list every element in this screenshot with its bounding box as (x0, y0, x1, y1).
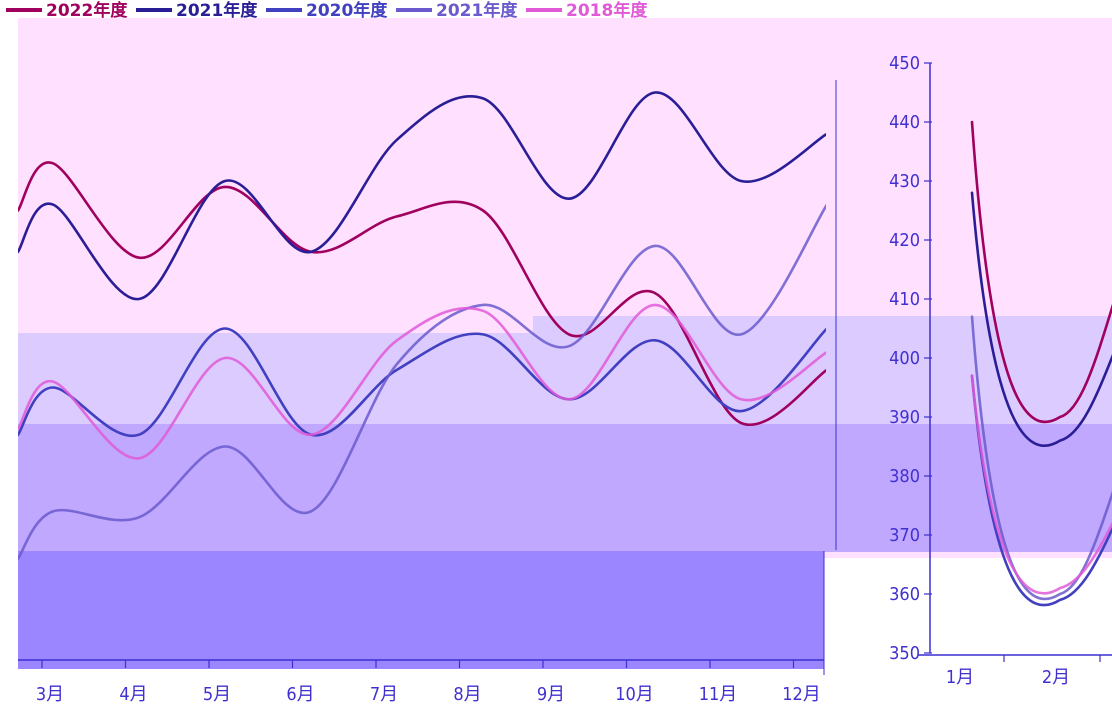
x-tick-label: 2月 (1042, 667, 1070, 688)
legend-label: 2021年度 (176, 0, 258, 21)
band-bottom-left (18, 551, 824, 669)
x-tick-label: 5月 (203, 684, 231, 705)
series-line (18, 203, 826, 560)
y-tick-label: 390 (889, 407, 920, 428)
x-tick-label: 9月 (537, 684, 565, 705)
legend-label: 2021年度 (436, 0, 518, 21)
axes: 3月 4月 5月 6月 7月 8月 9月 10月 11月 12月 350 360 370 380 390 40… (18, 53, 1112, 705)
series-line (18, 303, 826, 460)
x-tick-label: 1月 (946, 667, 974, 688)
y-tick-label: 370 (889, 525, 920, 546)
series-line (970, 374, 1112, 607)
y-tick-label: 440 (889, 112, 920, 133)
series-lines-inset (970, 120, 1112, 607)
y-tick-label: 360 (889, 584, 920, 605)
x-tick-label: 8月 (453, 684, 481, 705)
series-line (970, 191, 1112, 447)
y-tick-label: 350 (889, 643, 920, 664)
legend-label: 2022年度 (46, 0, 128, 21)
series-line (18, 327, 826, 438)
series-line (970, 374, 1112, 595)
band-violet (18, 424, 1112, 552)
x-tick-label: 4月 (119, 684, 147, 705)
x-tick-label: 3月 (36, 684, 64, 705)
x-tick-label: 7月 (370, 684, 398, 705)
y-tick-label: 430 (889, 171, 920, 192)
y-tick-label: 420 (889, 230, 920, 251)
x-tick-label: 6月 (286, 684, 314, 705)
y-tick-label: 400 (889, 348, 920, 369)
series-line (18, 91, 826, 301)
y-tick-label: 380 (889, 466, 920, 487)
y-tick-label: 450 (889, 53, 920, 74)
x-tick-label: 12月 (782, 684, 821, 705)
series-line (18, 161, 826, 427)
series-line (970, 315, 1112, 601)
x-tick-label: 11月 (699, 684, 738, 705)
background-bands (18, 18, 1112, 669)
legend-label: 2020年度 (306, 0, 388, 21)
series-lines-main (18, 91, 826, 560)
series-line (970, 120, 1112, 424)
legend-label: 2018年度 (566, 0, 648, 21)
y-tick-label: 410 (889, 289, 920, 310)
legend: 2022年度 2021年度 2020年度 2021年度 2018年度 (6, 0, 648, 21)
x-tick-label: 10月 (615, 684, 654, 705)
